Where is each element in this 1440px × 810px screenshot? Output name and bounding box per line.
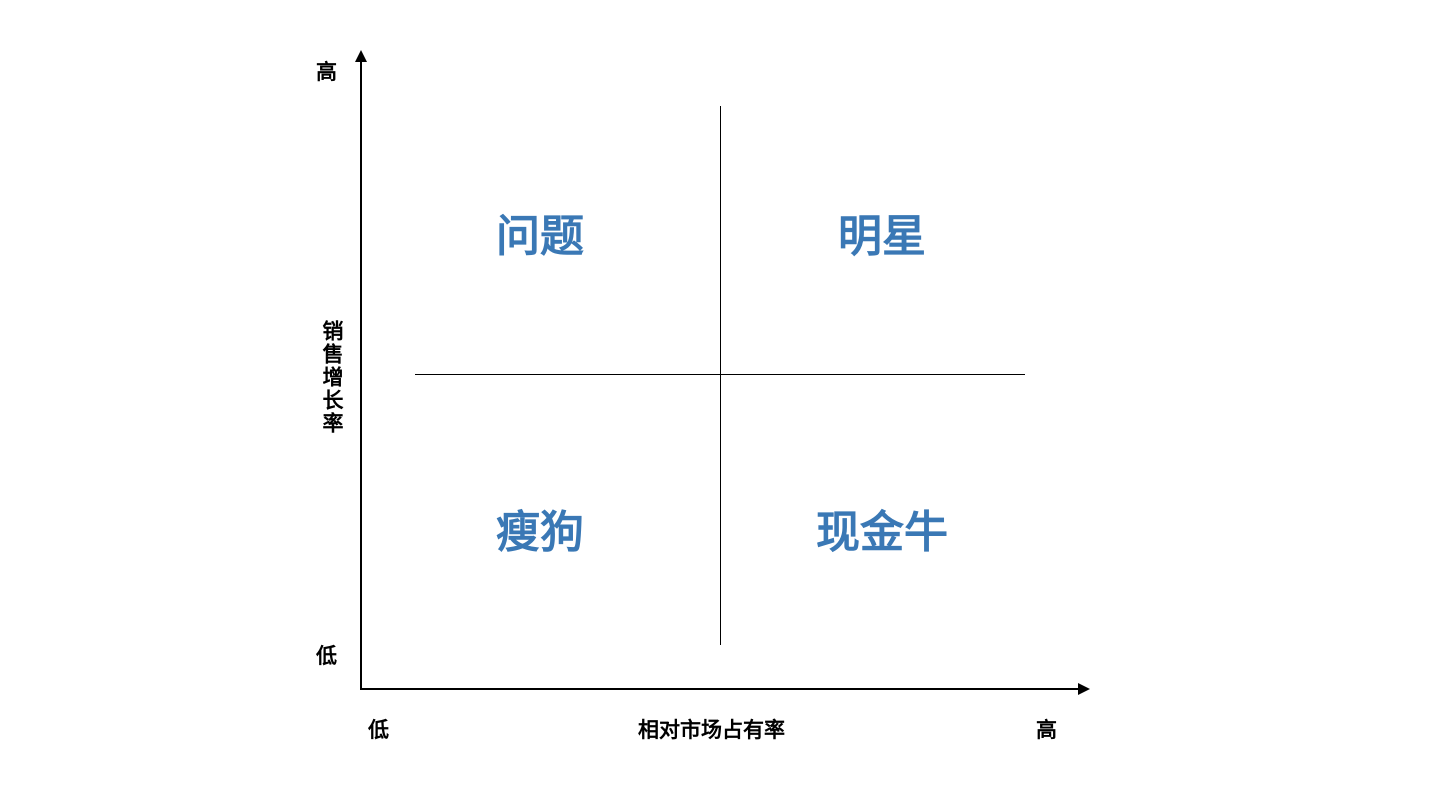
vertical-divider [720, 106, 721, 645]
x-axis-title: 相对市场占有率 [638, 714, 785, 744]
y-axis-title: 销售增长率 [316, 320, 346, 435]
y-axis-arrow-icon [355, 50, 367, 62]
y-axis-high-label: 高 [316, 56, 337, 86]
bcg-matrix-diagram: 高 低 销售增长率 低 高 相对市场占有率 问题 明星 瘦狗 现金牛 [0, 0, 1440, 810]
y-axis-line [360, 60, 362, 688]
x-axis-low-label: 低 [368, 714, 389, 744]
quadrant-top-left: 问题 [496, 200, 584, 264]
quadrant-bottom-right: 现金牛 [816, 496, 948, 560]
x-axis-arrow-icon [1078, 683, 1090, 695]
quadrant-bottom-left: 瘦狗 [496, 496, 584, 560]
y-axis-low-label: 低 [316, 640, 337, 670]
quadrant-top-right: 明星 [838, 200, 926, 264]
x-axis-line [360, 688, 1080, 690]
x-axis-high-label: 高 [1036, 714, 1057, 744]
